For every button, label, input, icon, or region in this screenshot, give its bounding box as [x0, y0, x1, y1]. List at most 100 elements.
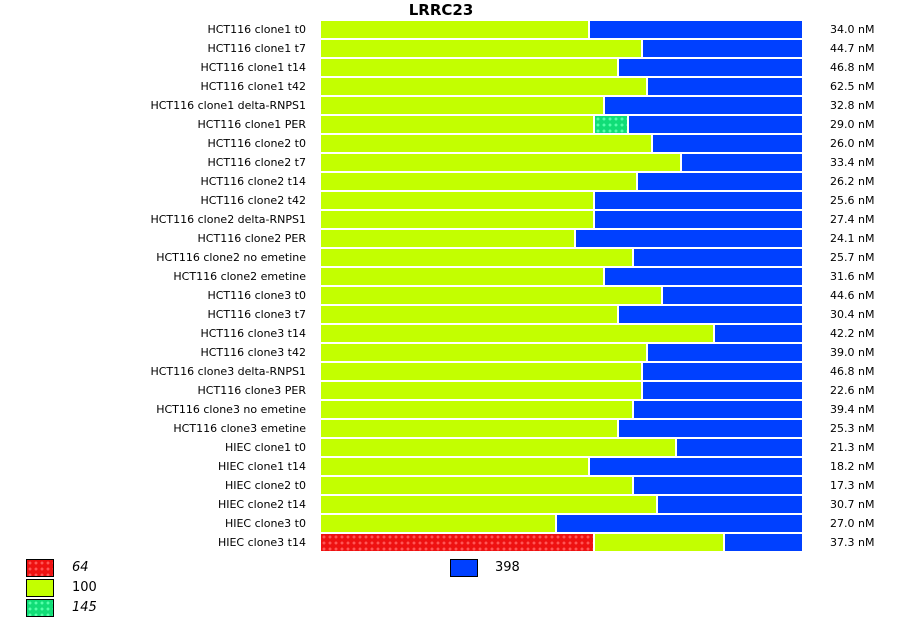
row-label: HCT116 clone1 PER: [197, 118, 306, 131]
bar-segment-64: [321, 534, 593, 551]
bar-segment-100: [321, 21, 588, 38]
row-label: HCT116 clone3 t0: [207, 289, 306, 302]
bar-segment-100: [321, 344, 646, 361]
bar-segment-100: [321, 382, 641, 399]
bar-segment-398: [590, 458, 802, 475]
bar-segment-398: [653, 135, 802, 152]
row-label: HCT116 clone3 delta-RNPS1: [150, 365, 306, 378]
row-total-value: 25.6 nM: [830, 194, 875, 207]
row-label: HCT116 clone2 t7: [207, 156, 306, 169]
bar-segment-100: [321, 401, 632, 418]
bar-segment-100: [321, 78, 646, 95]
legend-label-145: 145: [72, 600, 97, 615]
bar-segment-100: [321, 154, 680, 171]
legend-swatch-398: [450, 559, 478, 577]
bar-segment-398: [634, 401, 802, 418]
row-total-value: 44.6 nM: [830, 289, 875, 302]
row-total-value: 33.4 nM: [830, 156, 875, 169]
bar-segment-100: [321, 515, 555, 532]
row-label: HCT116 clone2 t42: [200, 194, 306, 207]
row-total-value: 17.3 nM: [830, 479, 875, 492]
bar-segment-398: [605, 268, 802, 285]
row-label: HIEC clone1 t14: [217, 460, 306, 473]
bar-segment-100: [321, 287, 661, 304]
bar-segment-398: [725, 534, 802, 551]
row-label: HCT116 clone3 t14: [200, 327, 306, 340]
bar-segment-100: [321, 439, 675, 456]
bar-segment-398: [605, 97, 802, 114]
bar-segment-100: [321, 135, 651, 152]
row-total-value: 24.1 nM: [830, 232, 875, 245]
chart-title: LRRC23: [408, 1, 474, 19]
bar-segment-100: [321, 59, 617, 76]
row-total-value: 39.0 nM: [830, 346, 875, 359]
bar-segment-398: [682, 154, 802, 171]
row-total-value: 26.2 nM: [830, 175, 875, 188]
row-label: HIEC clone1 t0: [224, 441, 306, 454]
bar-segment-398: [590, 21, 802, 38]
row-label: HCT116 clone1 t7: [207, 42, 306, 55]
row-total-value: 18.2 nM: [830, 460, 875, 473]
bar-segment-398: [648, 78, 802, 95]
bar-segment-398: [595, 211, 802, 228]
bar-segment-398: [619, 306, 802, 323]
row-label: HCT116 clone1 t0: [207, 23, 306, 36]
row-total-value: 22.6 nM: [830, 384, 875, 397]
bar-segment-100: [321, 458, 588, 475]
bar-segment-398: [619, 59, 802, 76]
row-total-value: 26.0 nM: [830, 137, 875, 150]
legend-label-100: 100: [72, 580, 97, 595]
row-total-value: 37.3 nM: [830, 536, 875, 549]
bar-segment-398: [677, 439, 802, 456]
row-total-value: 46.8 nM: [830, 61, 875, 74]
bar-segment-398: [643, 382, 802, 399]
row-label: HCT116 clone3 PER: [197, 384, 306, 397]
row-total-value: 25.3 nM: [830, 422, 875, 435]
row-total-value: 32.8 nM: [830, 99, 875, 112]
legend-label-64: 64: [72, 560, 89, 575]
bar-segment-100: [321, 268, 603, 285]
row-label: HCT116 clone1 t14: [200, 61, 306, 74]
row-label: HCT116 clone3 no emetine: [156, 403, 306, 416]
row-total-value: 27.0 nM: [830, 517, 875, 530]
row-total-value: 34.0 nM: [830, 23, 875, 36]
bar-segment-398: [634, 249, 802, 266]
bar-segment-100: [321, 477, 632, 494]
row-label: HCT116 clone2 no emetine: [156, 251, 306, 264]
bar-segment-398: [648, 344, 802, 361]
bar-segment-398: [658, 496, 802, 513]
bar-segment-100: [321, 192, 593, 209]
row-label: HCT116 clone3 t42: [200, 346, 306, 359]
legend-label-398: 398: [495, 560, 520, 575]
row-total-value: 27.4 nM: [830, 213, 875, 226]
row-label: HCT116 clone2 t14: [200, 175, 306, 188]
row-total-value: 42.2 nM: [830, 327, 875, 340]
row-label: HCT116 clone1 delta-RNPS1: [150, 99, 306, 112]
bar-segment-100: [321, 420, 617, 437]
row-label: HIEC clone3 t14: [217, 536, 306, 549]
bar-segment-398: [576, 230, 802, 247]
bar-segment-100: [321, 211, 593, 228]
bar-segment-145: [595, 116, 627, 133]
bar-segment-398: [715, 325, 802, 342]
legend-swatch-64: [26, 559, 54, 577]
bar-segment-100: [321, 97, 603, 114]
bar-segment-398: [629, 116, 802, 133]
row-label: HCT116 clone3 emetine: [173, 422, 306, 435]
bar-segment-398: [634, 477, 802, 494]
row-label: HCT116 clone2 t0: [207, 137, 306, 150]
row-total-value: 62.5 nM: [830, 80, 875, 93]
bar-segment-100: [595, 534, 723, 551]
bar-segment-100: [321, 325, 713, 342]
row-label: HCT116 clone1 t42: [200, 80, 306, 93]
row-total-value: 30.4 nM: [830, 308, 875, 321]
legend-swatch-100: [26, 579, 54, 597]
bar-segment-100: [321, 363, 641, 380]
bar-segment-398: [557, 515, 802, 532]
row-total-value: 39.4 nM: [830, 403, 875, 416]
bar-segment-100: [321, 116, 593, 133]
row-label: HCT116 clone3 t7: [207, 308, 306, 321]
bar-segment-100: [321, 230, 574, 247]
bar-segment-398: [663, 287, 802, 304]
bar-segment-100: [321, 173, 636, 190]
